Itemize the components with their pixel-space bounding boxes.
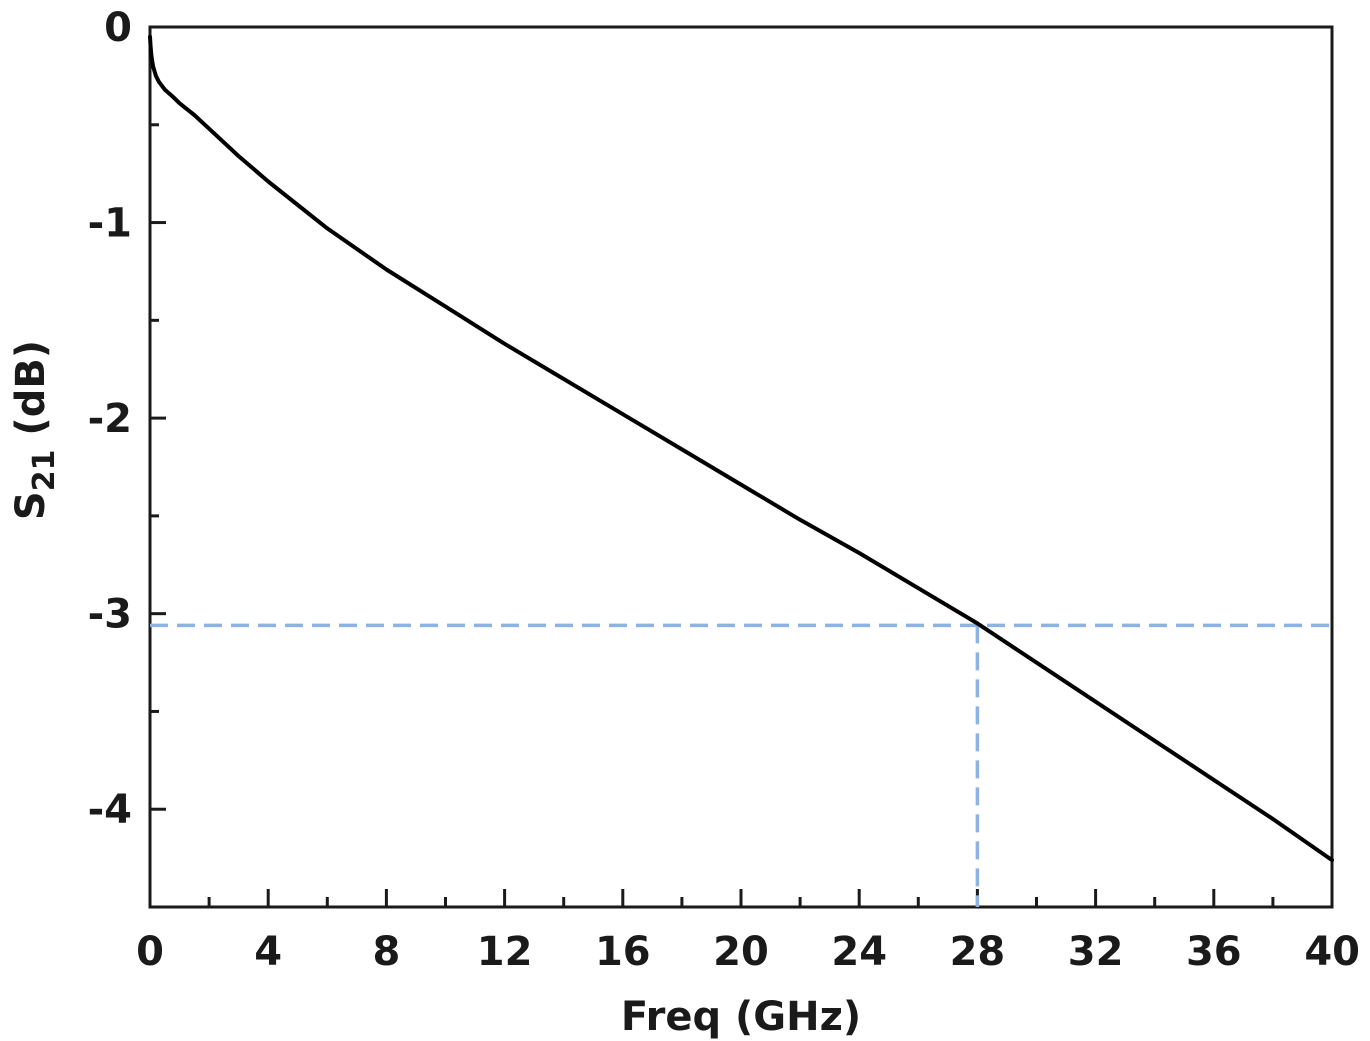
x-axis-title: Freq (GHz) (621, 994, 861, 1040)
y-tick-label: -1 (88, 201, 132, 247)
x-tick-label: 8 (372, 929, 400, 975)
x-tick-label: 16 (595, 929, 651, 975)
y-axis-title-main: S (8, 491, 54, 520)
reference-lines (150, 623, 1332, 907)
x-axis-ticks: 0 4 8 12 16 20 24 28 32 36 40 (136, 889, 1360, 975)
y-tick-label: -3 (88, 592, 132, 638)
x-tick-label: 12 (477, 929, 533, 975)
y-tick-label: -4 (88, 787, 132, 833)
x-tick-label: 4 (254, 929, 282, 975)
x-tick-label: 24 (831, 929, 887, 975)
x-tick-label: 0 (136, 929, 164, 975)
y-tick-label: -2 (88, 396, 132, 442)
y-axis-title-subscript: 21 (27, 450, 62, 492)
y-axis-title: S21 (dB) (8, 340, 62, 520)
x-tick-label: 20 (713, 929, 769, 975)
y-tick-label: 0 (104, 5, 132, 51)
x-tick-label: 40 (1304, 929, 1360, 975)
x-tick-label: 36 (1186, 929, 1242, 975)
x-tick-label: 32 (1068, 929, 1124, 975)
x-tick-label: 28 (950, 929, 1006, 975)
y-axis-ticks: 0 -1 -2 -3 -4 (88, 5, 166, 833)
series-s21-line (148, 34, 1334, 863)
plot-frame (148, 25, 1334, 909)
y-axis-title-unit: (dB) (8, 340, 54, 450)
